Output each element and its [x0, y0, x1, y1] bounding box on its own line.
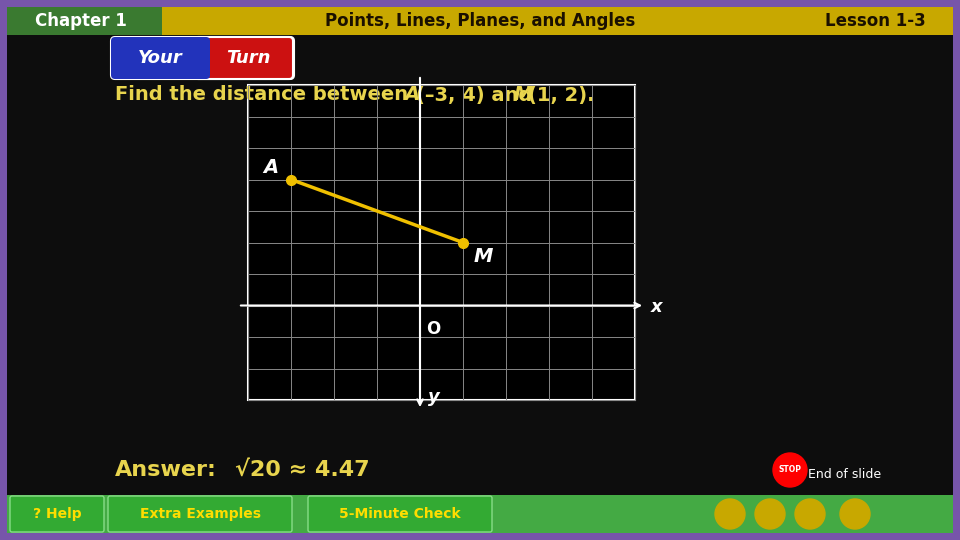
Text: x: x [651, 299, 662, 316]
FancyBboxPatch shape [7, 35, 953, 495]
Text: 5-Minute Check: 5-Minute Check [339, 507, 461, 521]
Text: (1, 2).: (1, 2). [528, 85, 594, 105]
Text: Turn: Turn [226, 49, 271, 67]
Text: Points, Lines, Planes, and Angles: Points, Lines, Planes, and Angles [324, 12, 636, 30]
Text: Extra Examples: Extra Examples [139, 507, 260, 521]
Text: y: y [428, 388, 440, 406]
Text: A: A [263, 158, 278, 177]
Text: √20 ≈ 4.47: √20 ≈ 4.47 [235, 460, 370, 480]
Text: Chapter 1: Chapter 1 [36, 12, 127, 30]
Circle shape [840, 499, 870, 529]
Text: Answer:: Answer: [115, 460, 217, 480]
Text: M: M [473, 247, 492, 266]
FancyBboxPatch shape [111, 37, 210, 79]
Circle shape [795, 499, 825, 529]
FancyBboxPatch shape [248, 85, 635, 400]
Text: A: A [404, 85, 420, 105]
Text: Lesson 1-3: Lesson 1-3 [825, 12, 925, 30]
FancyBboxPatch shape [308, 496, 492, 532]
FancyBboxPatch shape [202, 41, 289, 75]
Text: STOP: STOP [779, 465, 802, 475]
FancyBboxPatch shape [7, 7, 953, 533]
Text: End of slide: End of slide [808, 469, 881, 482]
Text: M: M [514, 85, 534, 105]
Text: Your: Your [137, 49, 182, 67]
FancyBboxPatch shape [108, 496, 292, 532]
FancyBboxPatch shape [10, 496, 104, 532]
Text: Find the distance between: Find the distance between [115, 85, 415, 105]
FancyBboxPatch shape [111, 37, 294, 79]
Text: (–3, 4) and: (–3, 4) and [416, 85, 539, 105]
Text: ? Help: ? Help [33, 507, 82, 521]
FancyBboxPatch shape [7, 495, 953, 533]
Circle shape [715, 499, 745, 529]
FancyBboxPatch shape [7, 7, 162, 35]
Circle shape [773, 453, 807, 487]
Text: O: O [426, 320, 441, 338]
Circle shape [755, 499, 785, 529]
FancyBboxPatch shape [7, 7, 953, 35]
FancyBboxPatch shape [194, 37, 293, 79]
